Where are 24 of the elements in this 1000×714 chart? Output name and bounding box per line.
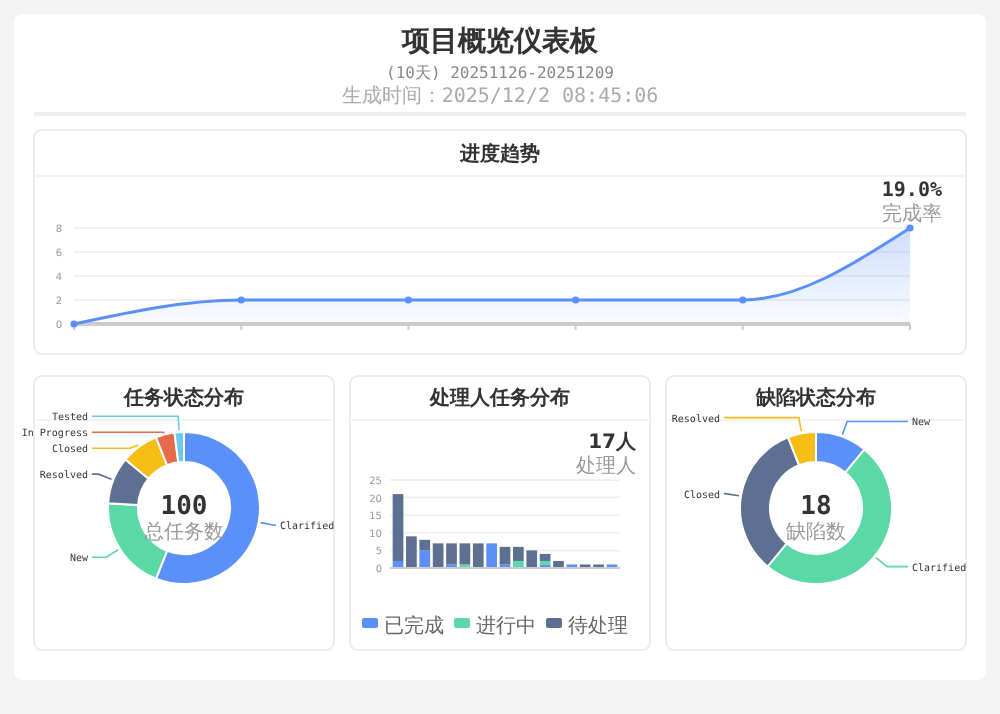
text: 18 (800, 492, 832, 522)
legend-label: 已完成 (384, 614, 444, 638)
text: 19.0% (881, 180, 942, 202)
point (906, 224, 914, 232)
chart-title: 任务状态分布 (122, 386, 244, 410)
text: 处理人 (576, 454, 636, 478)
point (739, 296, 747, 304)
text: 生成时间：2025/12/2 08:45:06 (341, 84, 659, 108)
chart-title: 处理人任务分布 (428, 386, 570, 410)
text: 完成率 (882, 202, 942, 226)
bar (419, 550, 431, 568)
text: (10天) 20251126-20251209 (386, 64, 615, 82)
point (404, 296, 412, 304)
text: 项目概览仪表板 (400, 26, 600, 58)
text: 100 (160, 492, 208, 522)
text: 17人 (588, 430, 638, 454)
chart-title: 缺陷状态分布 (754, 386, 876, 410)
text: 总任务数 (142, 520, 224, 544)
legend-label: 进行中 (476, 614, 536, 638)
point (572, 296, 580, 304)
text: 缺陷数 (786, 520, 846, 544)
legend-label: 待处理 (568, 614, 628, 638)
point (237, 296, 245, 304)
chart-title: 进度趋势 (458, 142, 540, 166)
